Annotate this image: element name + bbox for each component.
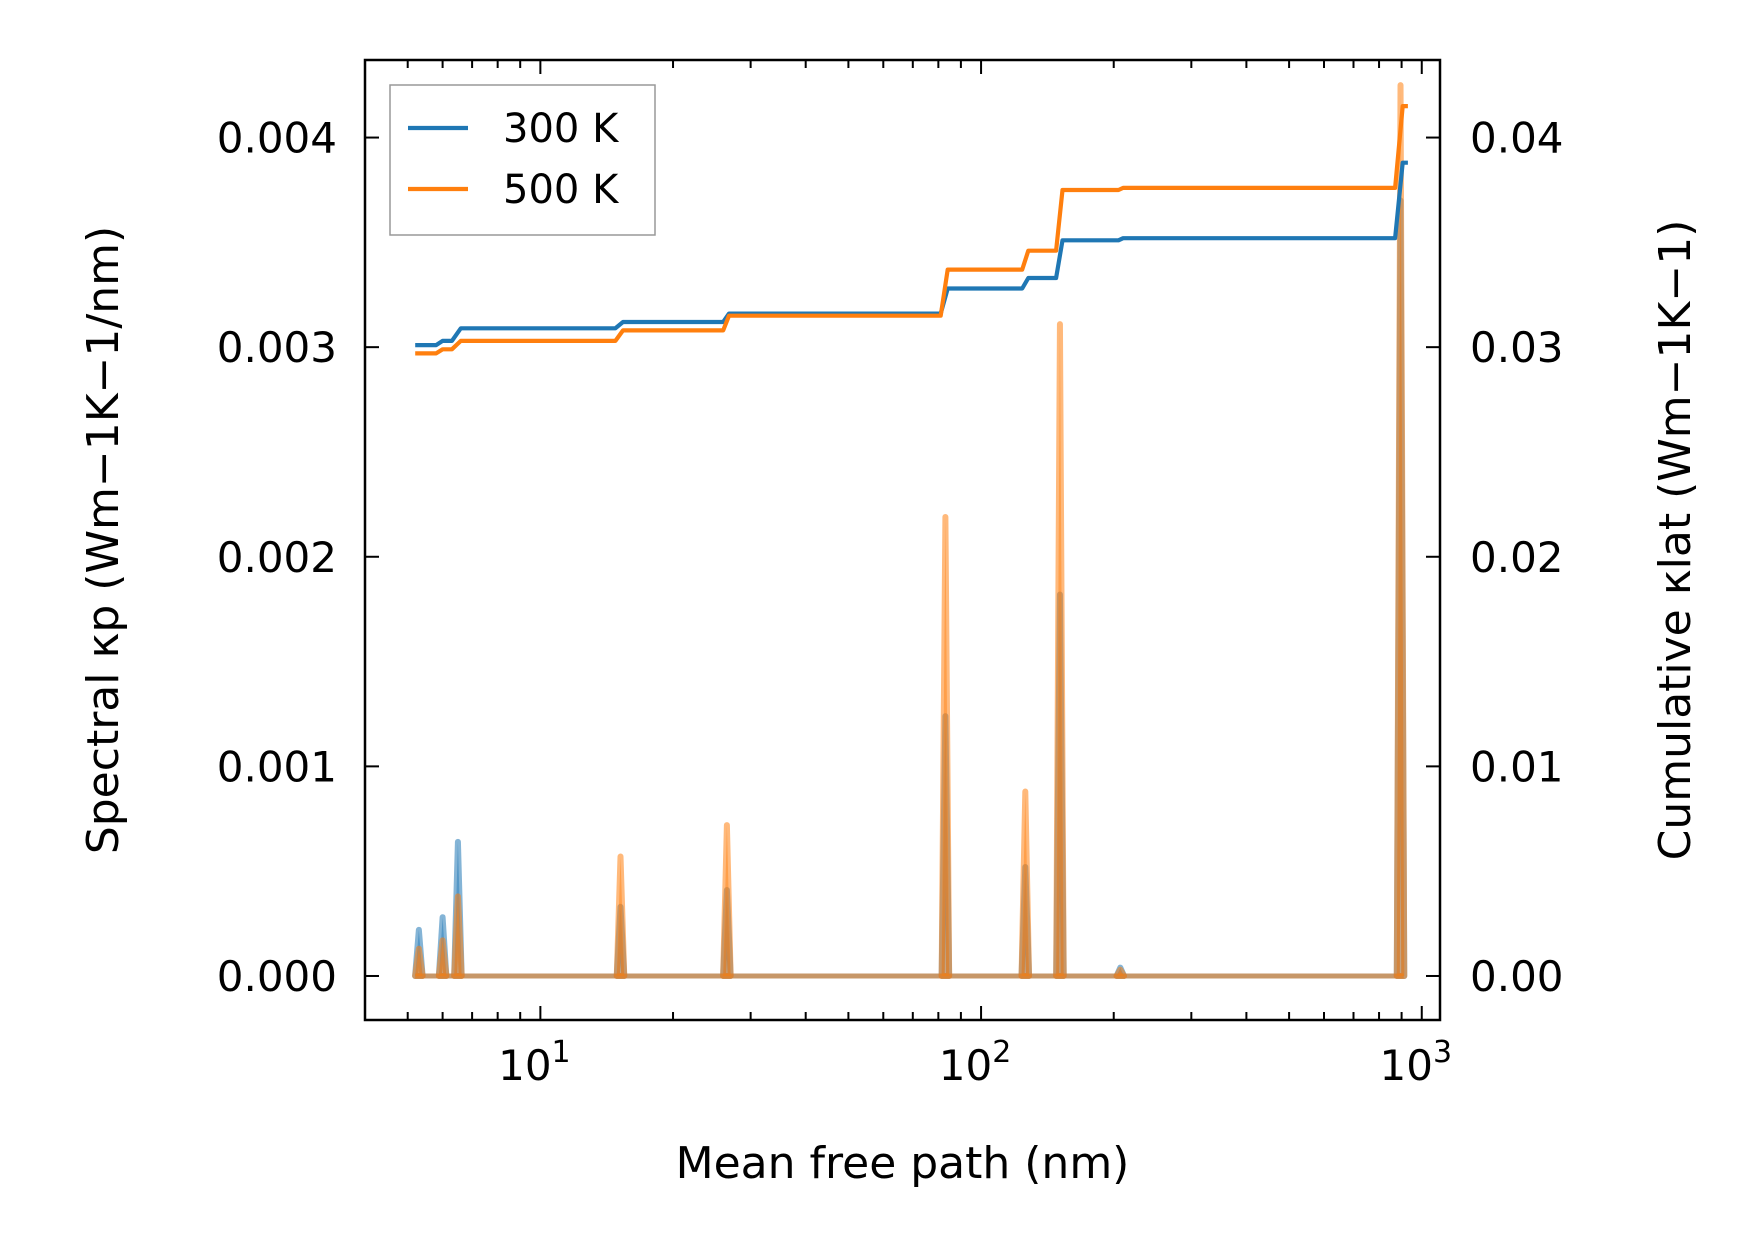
axes-frame: [363, 58, 1442, 1022]
spectral-peak: [720, 822, 734, 979]
y-right-tick-label: 0.01: [1470, 742, 1564, 791]
y-right-tick-label: 0.00: [1470, 952, 1564, 1001]
spectral-peak: [613, 853, 628, 979]
y-right-tick-label: 0.04: [1470, 114, 1564, 163]
spectral-peak: [1393, 82, 1408, 979]
y-right-tick-label: 0.03: [1470, 323, 1564, 372]
y-right-axis-title: Cumulative κlat (Wm−1K−1): [1650, 220, 1701, 861]
y-left-axis-title: Spectral κp (Wm−1K−1/nm): [78, 226, 129, 854]
legend-label: 500 K: [503, 167, 620, 213]
axes: 101 102 103 0.000 0.001 0.002 0.003 0.004 0.00 0.…: [78, 58, 1701, 1189]
spectral-series-500-K: [412, 82, 1408, 979]
legend-box: [389, 84, 656, 236]
x-tick-label: 101: [498, 1035, 571, 1090]
legend-label: 300 K: [503, 106, 620, 152]
spectral-peak: [1053, 321, 1067, 979]
spectral-peak: [435, 937, 450, 979]
y-left-tick-label: 0.003: [217, 323, 337, 372]
y-left-tick-label: 0.002: [217, 533, 337, 582]
spectral-peak: [1113, 966, 1128, 979]
x-axis-title: Mean free path (nm): [676, 1138, 1130, 1189]
y-right-tick-label: 0.02: [1470, 533, 1564, 582]
y-left-tick-label: 0.004: [217, 114, 337, 163]
spectral-peak: [938, 513, 953, 979]
plot-series: [412, 82, 1408, 979]
cumulative-line-500-K: [415, 103, 1408, 356]
plot-area: [412, 82, 1408, 979]
spectral-peak: [412, 945, 426, 979]
x-tick-label: 103: [1379, 1035, 1452, 1090]
x-tick-label: 102: [939, 1035, 1012, 1090]
legend: 300 K 500 K: [389, 84, 656, 236]
spectral-peak: [1018, 788, 1033, 979]
spectral-peak: [451, 893, 465, 979]
y-left-tick-label: 0.000: [217, 952, 337, 1001]
y-left-tick-label: 0.001: [217, 742, 337, 791]
